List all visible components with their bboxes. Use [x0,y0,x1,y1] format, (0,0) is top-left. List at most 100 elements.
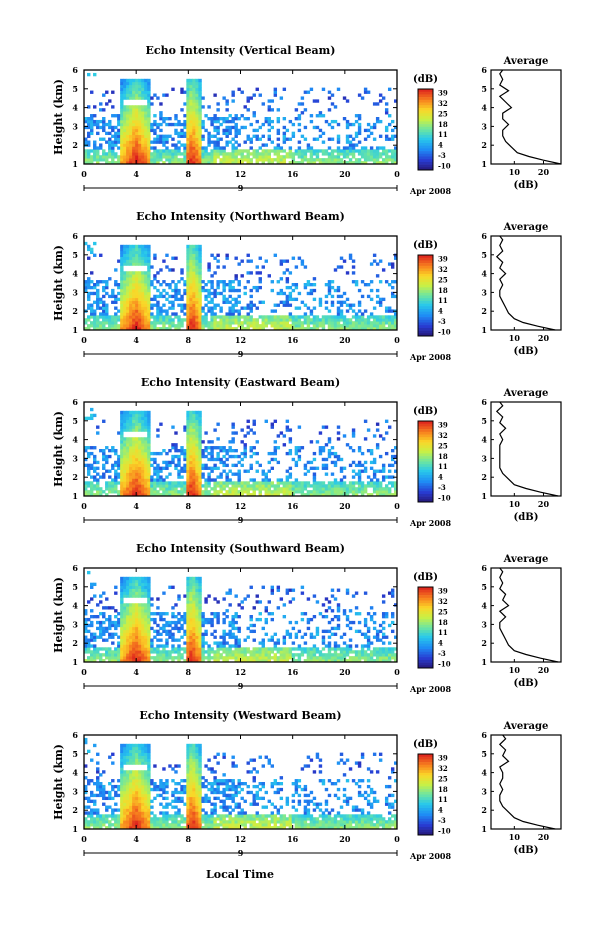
heatmap-cell [360,161,365,165]
heatmap-cell [186,93,190,97]
heatmap-cell [351,481,356,485]
heatmap-cell [219,321,223,325]
heatmap-cell [189,125,193,130]
heatmap-cell [231,484,235,488]
heatmap-cell [348,256,353,260]
y-axis-label: Height (km) [52,79,65,155]
colorbar-segment [418,431,433,435]
heatmap-cell [210,487,214,491]
heatmap-cell [330,149,335,153]
heatmap-cell [189,451,193,456]
heatmap-cell [285,297,290,302]
heatmap-cell [135,422,139,426]
heatmap-cell [336,149,341,153]
heatmap-cell [150,493,154,497]
heatmap-cell [339,294,344,299]
heatmap-cell [96,324,100,328]
heatmap-cell [114,490,118,494]
heatmap-cell [123,137,127,141]
heatmap-cell [192,87,196,91]
heatmap-cell [105,327,109,331]
heatmap-cell [198,600,202,604]
heatmap-cell [96,490,100,494]
heatmap-cell [198,247,202,252]
heatmap-cell [234,472,238,476]
heatmap-cell [225,490,229,494]
heatmap-cell [189,90,193,94]
heatmap-cell [372,321,377,325]
heatmap-cell [333,318,338,322]
heatmap-cell [369,125,374,130]
heatmap-cell [126,457,130,462]
heatmap-cell [93,413,97,418]
heatmap-cell [141,247,145,252]
heatmap-cell [321,463,326,468]
heatmap-cell [123,626,127,631]
heatmap-cell [93,146,97,150]
heatmap-cell [297,454,302,459]
heatmap-cell [207,478,211,482]
heatmap-cell [90,475,94,479]
heatmap-cell [258,277,262,281]
heatmap-cell [126,443,130,447]
heatmap-cell [213,493,217,497]
heatmap-cell [153,131,157,136]
heatmap-cell [165,653,169,657]
heatmap-cell [147,280,151,284]
heatmap-cell [132,460,136,465]
heatmap-cell [132,125,136,130]
heatmap-cell [120,659,124,663]
heatmap-cell [126,410,130,415]
heatmap-cell [192,466,196,470]
heatmap-cell [213,324,217,328]
heatmap-cell [174,446,178,450]
x-tick-label: 0 [81,169,87,179]
heatmap-cell [384,419,389,423]
heatmap-cell [207,288,211,293]
heatmap-cell [189,303,193,307]
heatmap-cell [117,146,121,150]
heatmap-cell [189,493,193,497]
heatmap-cell [156,466,160,470]
heatmap-cell [297,146,302,150]
heatmap-cell [201,155,205,159]
heatmap-cell [174,114,178,118]
heatmap-cell [249,446,253,450]
heatmap-cell [351,469,356,473]
heatmap-cell [135,149,139,153]
heatmap-cell [321,449,326,453]
heatmap-cell [303,283,308,287]
heatmap-cell [261,149,265,153]
heatmap-cell [198,454,202,459]
heatmap-cell [252,152,256,156]
heatmap-cell [120,612,124,616]
heatmap-cell [339,152,344,156]
heatmap-cell [135,656,139,660]
heatmap-cell [132,259,136,263]
heatmap-cell [195,410,199,415]
heatmap-cell [237,475,241,479]
heatmap-cell [132,90,136,94]
heatmap-cell [186,466,190,470]
heatmap-cell [159,268,163,272]
heatmap-cell [192,324,196,328]
colorbar-segment [418,268,433,272]
heatmap-cell [222,327,226,331]
heatmap-cell [105,493,109,497]
heatmap-cell [147,271,151,275]
heatmap-cell [378,487,383,491]
heatmap-cell [123,478,127,482]
heatmap-cell [201,644,205,648]
heatmap-cell [324,161,329,165]
heatmap-cell [261,318,265,322]
heatmap-cell [312,277,317,281]
heatmap-cell [126,128,130,133]
heatmap-cell [126,612,130,616]
heatmap-cell [156,472,160,476]
heatmap-cell [171,443,175,447]
heatmap-cell [144,656,148,660]
heatmap-cell [141,449,145,453]
colorbar-segment [418,306,433,310]
heatmap-cell [186,283,190,287]
heatmap-cell [327,484,332,488]
